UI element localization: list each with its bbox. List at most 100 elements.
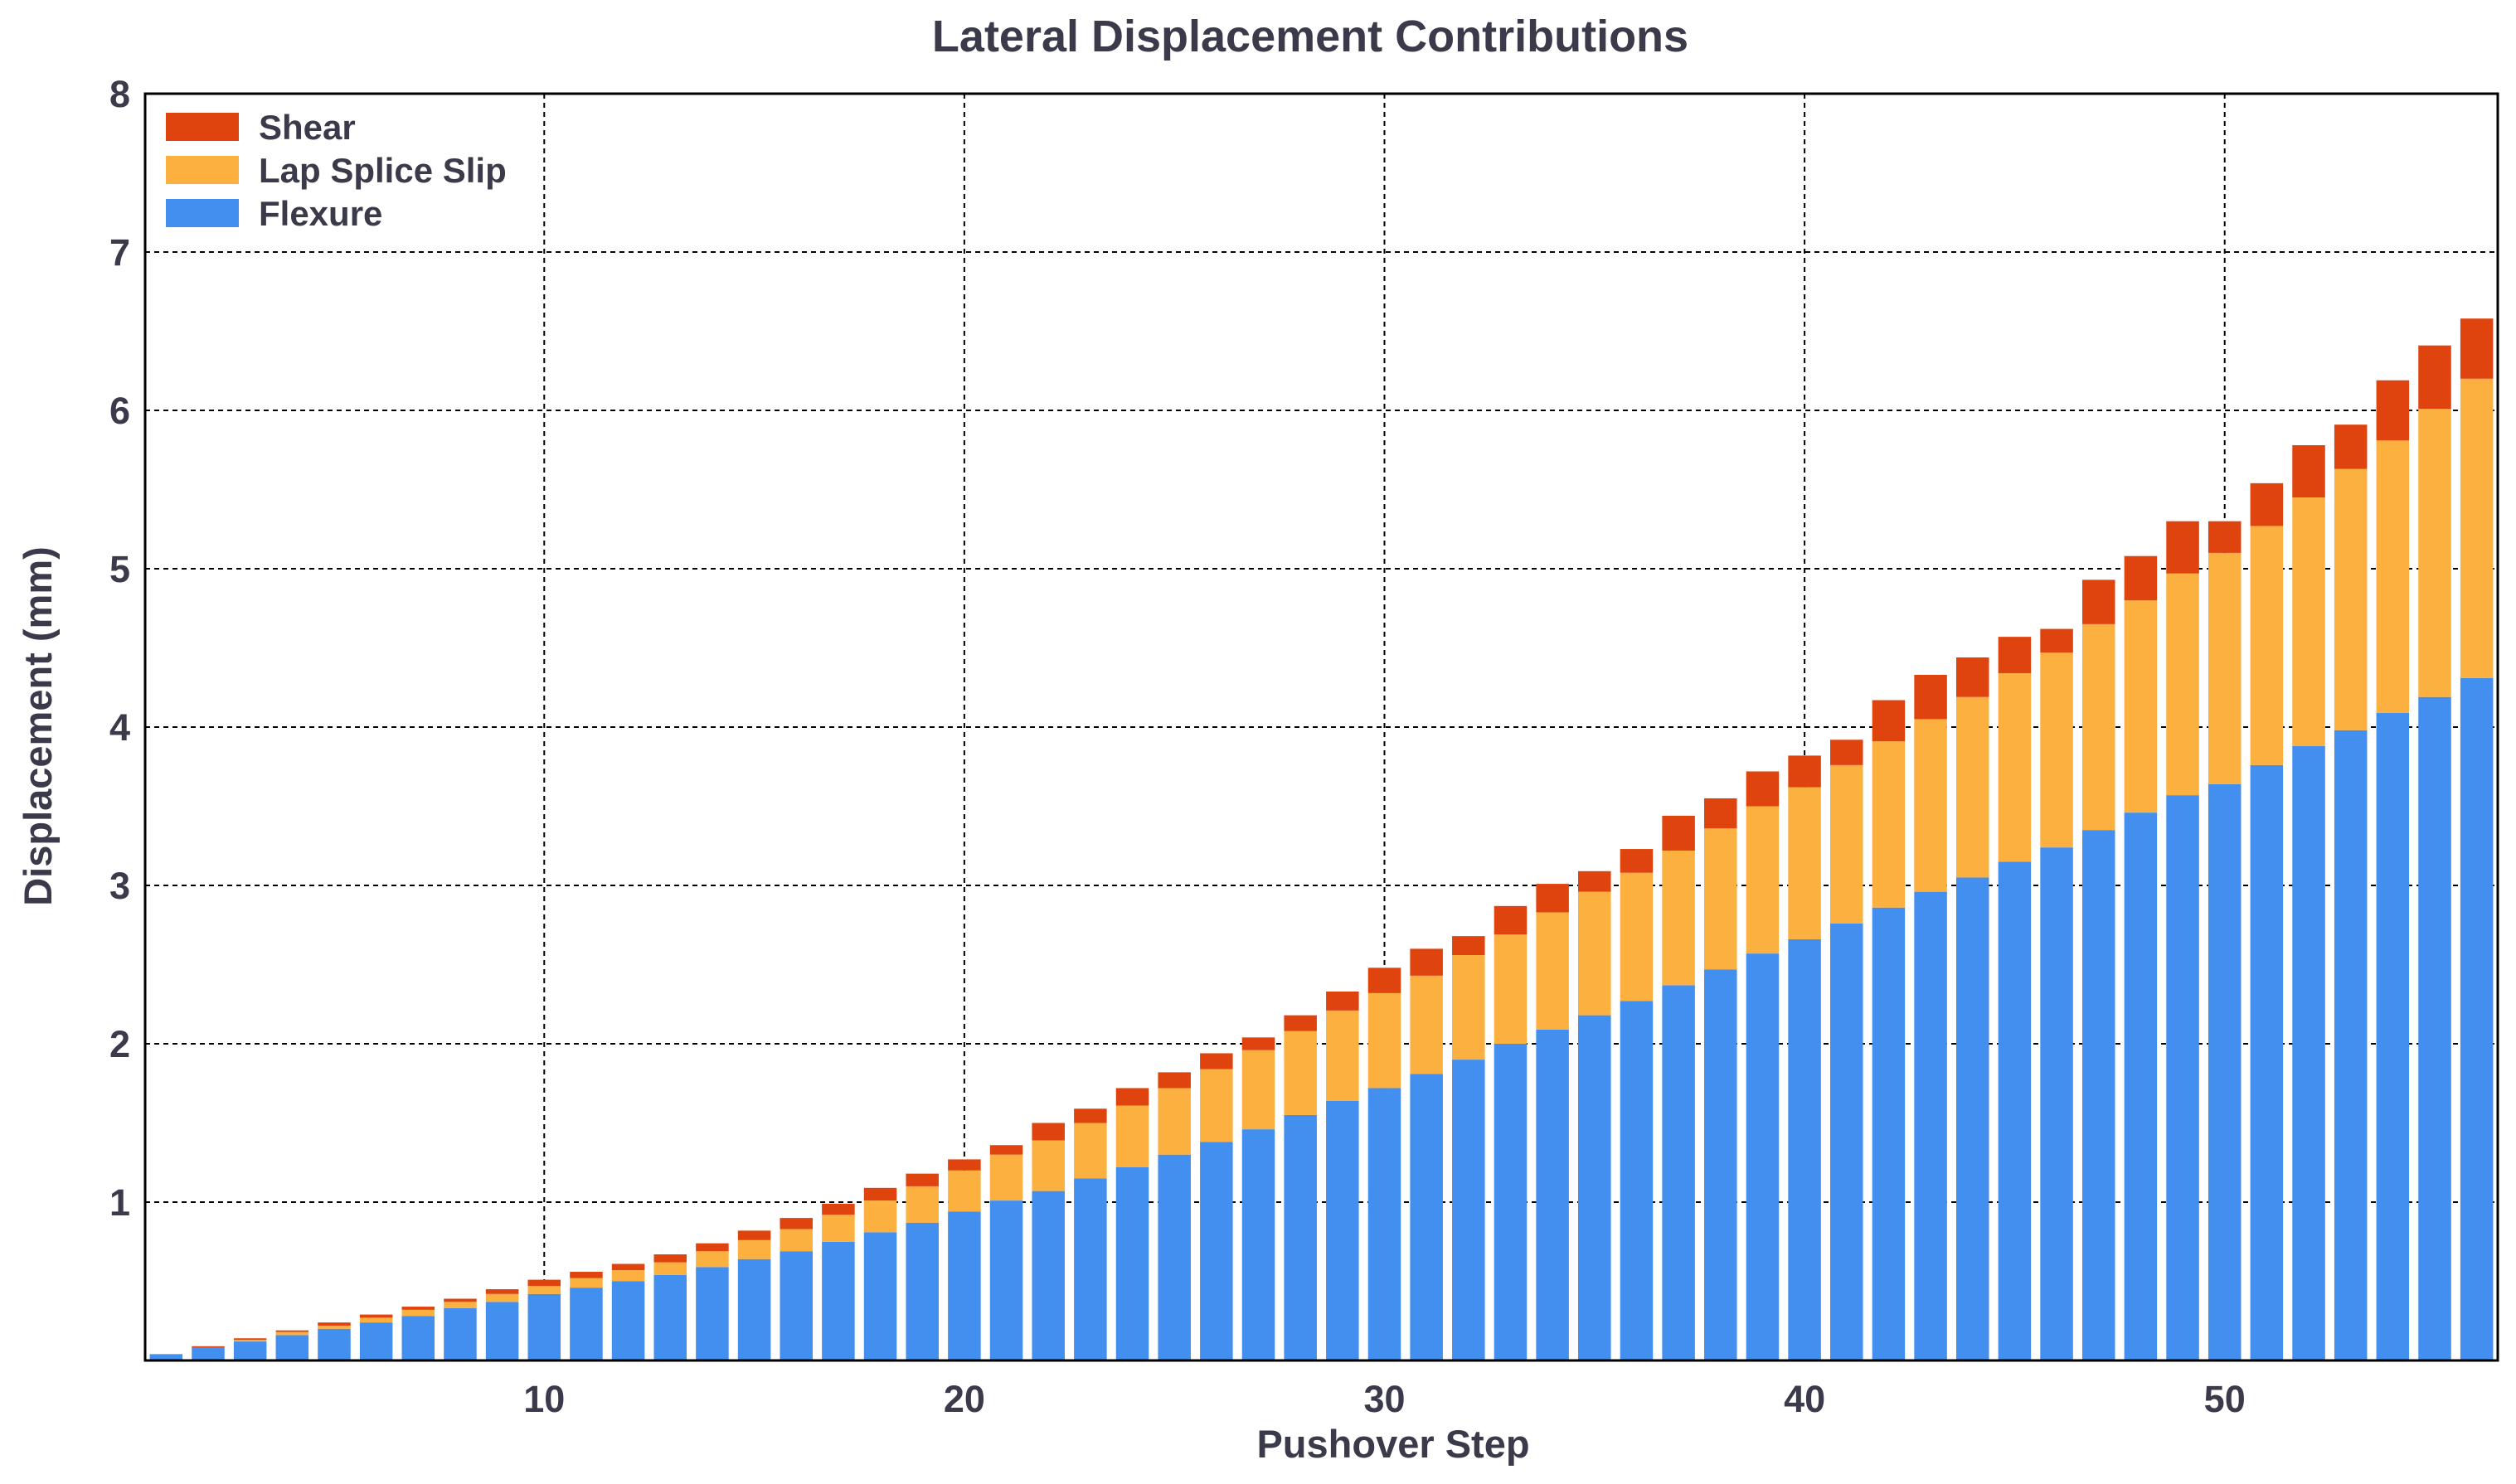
bar-flexure xyxy=(653,1274,687,1360)
bar-flexure xyxy=(611,1281,645,1360)
bar-lap-splice-slip xyxy=(863,1200,897,1233)
legend-swatch-lap-splice-slip xyxy=(166,156,239,184)
bar-flexure xyxy=(2040,847,2073,1360)
y-axis-title: Displacement (mm) xyxy=(16,546,60,906)
bar-flexure xyxy=(1326,1100,1359,1360)
legend-swatch-flexure xyxy=(166,199,239,227)
bar-shear xyxy=(1410,948,1443,976)
bar-shear xyxy=(275,1330,309,1332)
bar-lap-splice-slip xyxy=(1620,872,1654,1001)
bar-lap-splice-slip xyxy=(527,1286,561,1294)
bar-flexure xyxy=(1746,953,1780,1360)
bar-shear xyxy=(696,1243,729,1252)
bar-lap-splice-slip xyxy=(780,1229,813,1252)
bar-flexure xyxy=(527,1293,561,1360)
bar-shear xyxy=(527,1279,561,1287)
bar-lap-splice-slip xyxy=(1578,891,1611,1016)
bar-lap-splice-slip xyxy=(822,1215,855,1242)
bar-flexure xyxy=(1662,985,1695,1360)
bar-lap-splice-slip xyxy=(1746,806,1780,954)
bar-flexure xyxy=(989,1200,1023,1360)
bar-shear xyxy=(1620,849,1654,873)
bar-shear xyxy=(233,1338,267,1341)
bar-flexure xyxy=(2166,795,2199,1360)
bar-shear xyxy=(1704,798,1737,829)
bar-shear xyxy=(1032,1123,1065,1141)
chart-title: Lateral Displacement Contributions xyxy=(932,12,1688,61)
bar-shear xyxy=(906,1173,939,1186)
bar-flexure xyxy=(2250,764,2284,1360)
y-tick-label: 8 xyxy=(109,73,130,115)
bar-lap-splice-slip xyxy=(1494,934,1528,1044)
bar-lap-splice-slip xyxy=(485,1293,519,1302)
bar-lap-splice-slip xyxy=(611,1270,645,1282)
bar-flexure xyxy=(2376,712,2410,1360)
bar-flexure xyxy=(2334,730,2368,1360)
plot-area-frame xyxy=(143,92,2499,1362)
bar-flexure xyxy=(2292,745,2325,1360)
bar-lap-splice-slip xyxy=(1158,1088,1191,1155)
bar-flexure xyxy=(1998,861,2032,1360)
bar-flexure xyxy=(1367,1088,1401,1360)
bar-shear xyxy=(2334,424,2368,469)
bar-flexure xyxy=(1241,1129,1275,1360)
bar-lap-splice-slip xyxy=(1074,1123,1107,1179)
bar-lap-splice-slip xyxy=(444,1302,477,1308)
bar-flexure xyxy=(1955,877,1989,1360)
bar-lap-splice-slip xyxy=(948,1170,981,1212)
bar-flexure xyxy=(1074,1178,1107,1360)
bar-lap-splice-slip xyxy=(696,1251,729,1268)
bar-shear xyxy=(1536,884,1569,913)
bar-shear xyxy=(1241,1037,1275,1050)
bar-shear xyxy=(2250,483,2284,526)
bar-lap-splice-slip xyxy=(401,1309,435,1317)
bar-flexure xyxy=(149,1354,183,1360)
bar-lap-splice-slip xyxy=(2292,497,2325,746)
x-tick-label: 10 xyxy=(523,1378,565,1420)
bar-shear xyxy=(822,1203,855,1215)
bar-flexure xyxy=(1284,1114,1317,1360)
bar-flexure xyxy=(1536,1029,1569,1360)
legend: Shear Lap Splice Slip Flexure xyxy=(166,108,507,233)
bar-shear xyxy=(863,1187,897,1201)
bar-flexure xyxy=(1704,969,1737,1360)
bar-lap-splice-slip xyxy=(318,1325,351,1329)
bar-flexure xyxy=(444,1307,477,1360)
legend-label-lap-splice-slip: Lap Splice Slip xyxy=(259,151,507,190)
bar-flexure xyxy=(401,1316,435,1360)
bar-flexure xyxy=(822,1241,855,1360)
bar-lap-splice-slip xyxy=(1830,764,1863,924)
y-tick-label: 4 xyxy=(109,706,130,749)
bar-shear xyxy=(989,1145,1023,1155)
bar-shear xyxy=(318,1322,351,1326)
bar-lap-splice-slip xyxy=(1115,1105,1149,1167)
bar-flexure xyxy=(2418,696,2451,1360)
bar-shear xyxy=(2081,580,2115,624)
bar-flexure xyxy=(2081,830,2115,1360)
y-tick-label: 6 xyxy=(109,390,130,432)
bar-lap-splice-slip xyxy=(2418,409,2451,697)
bar-shear xyxy=(2166,521,2199,574)
bar-flexure xyxy=(1032,1191,1065,1360)
bar-shear xyxy=(2376,380,2410,441)
bar-shear xyxy=(1662,815,1695,851)
bar-flexure xyxy=(1620,1001,1654,1360)
bar-flexure xyxy=(780,1251,813,1360)
bar-lap-splice-slip xyxy=(1032,1140,1065,1191)
bar-lap-splice-slip xyxy=(1200,1069,1233,1142)
bar-lap-splice-slip xyxy=(1536,912,1569,1030)
bar-lap-splice-slip xyxy=(1452,955,1485,1060)
bar-flexure xyxy=(570,1288,603,1360)
bar-lap-splice-slip xyxy=(1998,673,2032,862)
bar-shear xyxy=(653,1254,687,1263)
bar-lap-splice-slip xyxy=(1955,696,1989,878)
bar-shear xyxy=(1914,674,1947,720)
x-tick-label: 40 xyxy=(1784,1378,1825,1420)
bar-lap-splice-slip xyxy=(570,1278,603,1288)
bar-lap-splice-slip xyxy=(653,1262,687,1275)
bar-flexure xyxy=(1914,891,1947,1360)
bar-shear xyxy=(780,1218,813,1229)
bar-lap-splice-slip xyxy=(2208,552,2242,784)
bar-lap-splice-slip xyxy=(989,1154,1023,1201)
